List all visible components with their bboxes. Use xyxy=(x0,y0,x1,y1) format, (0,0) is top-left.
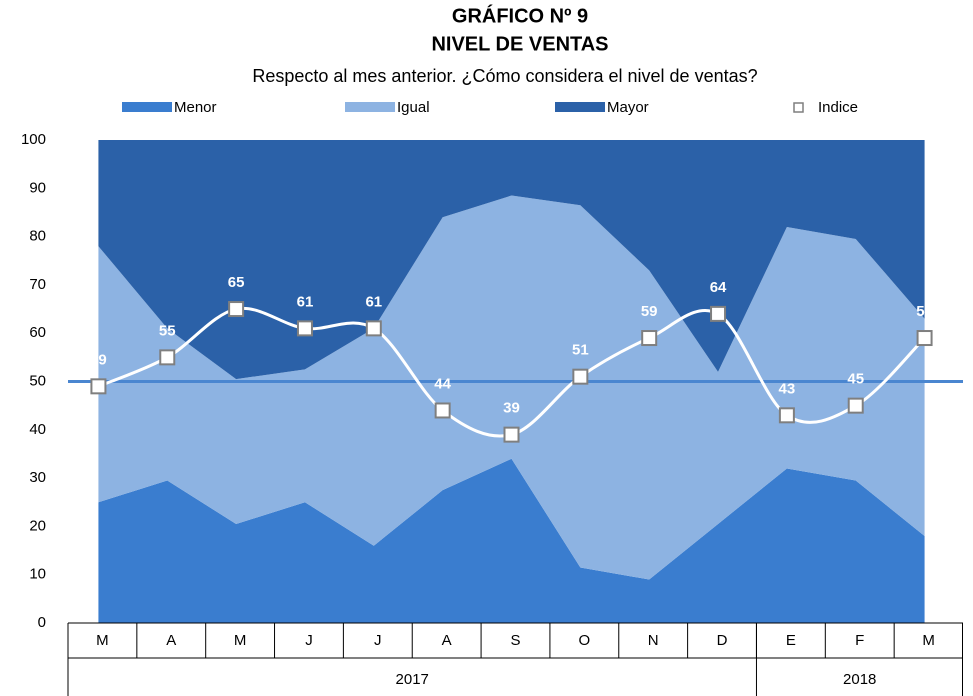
data-label: 39 xyxy=(503,400,520,417)
marker xyxy=(641,330,658,347)
marker xyxy=(572,368,589,385)
legend-label: Menor xyxy=(174,99,217,116)
x-tick-label: J xyxy=(374,632,382,649)
marker xyxy=(710,305,727,322)
marker xyxy=(434,402,451,419)
data-label: 59 xyxy=(641,303,658,320)
marker xyxy=(778,407,795,424)
x-tick-label: D xyxy=(717,632,728,649)
y-tick-label: 0 xyxy=(38,614,46,631)
marker xyxy=(503,426,520,443)
y-tick-label: 60 xyxy=(29,324,46,341)
legend-label: Igual xyxy=(397,99,430,116)
area xyxy=(98,195,925,580)
data-label: 51 xyxy=(572,342,589,359)
x-tick-label: M xyxy=(234,632,247,649)
legend-swatch xyxy=(345,102,395,112)
chart-title: GRÁFICO Nº 9 xyxy=(452,4,588,27)
marker xyxy=(916,330,933,347)
marker xyxy=(365,320,382,337)
legend-marker xyxy=(793,102,804,113)
area xyxy=(98,458,925,623)
y-tick-label: 10 xyxy=(29,566,46,583)
data-label: 61 xyxy=(365,293,382,310)
data-label: 45 xyxy=(847,371,864,388)
data-label: 55 xyxy=(159,322,176,339)
y-tick-label: 80 xyxy=(29,228,46,245)
marker xyxy=(159,349,176,366)
y-tick-label: 50 xyxy=(29,372,46,389)
data-label: 44 xyxy=(434,375,451,392)
group-label: 2018 xyxy=(843,671,876,688)
data-label: 49 xyxy=(90,351,107,368)
marker xyxy=(228,301,245,318)
marker xyxy=(296,320,313,337)
x-tick-label: J xyxy=(305,632,313,649)
data-label: 65 xyxy=(228,274,245,291)
x-tick-label: A xyxy=(166,632,176,649)
marker xyxy=(847,397,864,414)
data-label: 59 xyxy=(916,303,933,320)
chart-title: NIVEL DE VENTAS xyxy=(431,33,608,55)
y-tick-label: 40 xyxy=(29,421,46,438)
x-tick-label: F xyxy=(855,632,864,649)
x-tick-label: A xyxy=(442,632,452,649)
y-tick-label: 30 xyxy=(29,469,46,486)
chart-subtitle: Respecto al mes anterior. ¿Cómo consider… xyxy=(252,66,757,86)
data-label: 61 xyxy=(297,293,314,310)
y-tick-label: 20 xyxy=(29,517,46,534)
group-label: 2017 xyxy=(396,671,429,688)
marker xyxy=(90,378,107,395)
data-label: 64 xyxy=(710,279,727,296)
x-tick-label: M xyxy=(922,632,935,649)
data-label: 43 xyxy=(779,380,796,397)
x-tick-label: M xyxy=(96,632,109,649)
legend-label: Indice xyxy=(818,99,858,116)
y-tick-label: 90 xyxy=(29,179,46,196)
x-tick-label: O xyxy=(579,632,591,649)
legend-swatch xyxy=(555,102,605,112)
legend-swatch xyxy=(122,102,172,112)
x-tick-label: S xyxy=(510,632,520,649)
legend-label: Mayor xyxy=(607,99,649,116)
y-tick-label: 70 xyxy=(29,276,46,293)
x-tick-label: E xyxy=(786,632,796,649)
y-tick-label: 100 xyxy=(21,131,46,148)
x-tick-label: N xyxy=(648,632,659,649)
